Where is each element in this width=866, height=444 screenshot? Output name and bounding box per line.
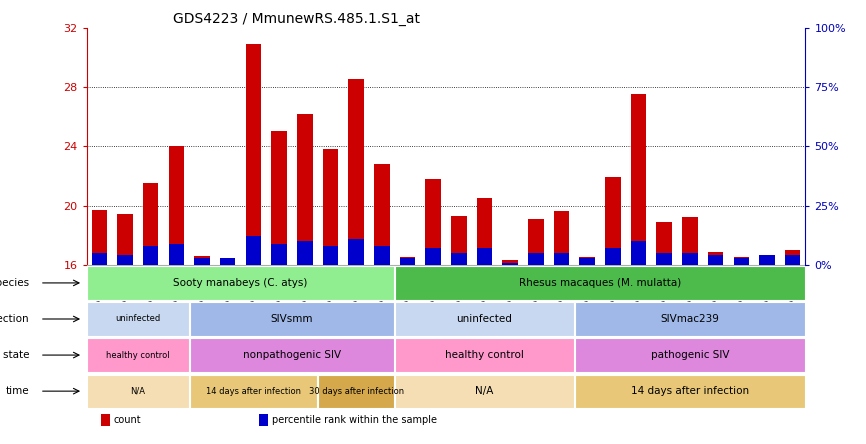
Bar bbox=[271, 131, 287, 265]
Bar bbox=[759, 258, 774, 265]
Text: infection: infection bbox=[0, 314, 29, 324]
Bar bbox=[759, 255, 774, 265]
Bar bbox=[297, 241, 313, 265]
Bar bbox=[118, 214, 132, 265]
Bar bbox=[575, 302, 805, 336]
Text: uninfected: uninfected bbox=[456, 314, 513, 324]
Bar bbox=[630, 94, 646, 265]
Bar bbox=[169, 146, 184, 265]
Bar bbox=[194, 256, 210, 265]
Bar bbox=[502, 262, 518, 265]
Bar bbox=[451, 253, 467, 265]
Text: Sooty manabeys (C. atys): Sooty manabeys (C. atys) bbox=[173, 278, 307, 288]
Bar bbox=[575, 338, 805, 372]
Text: healthy control: healthy control bbox=[107, 351, 170, 360]
Bar bbox=[400, 258, 415, 265]
Bar bbox=[630, 241, 646, 265]
Bar bbox=[271, 243, 287, 265]
Bar bbox=[656, 253, 672, 265]
Bar bbox=[118, 255, 132, 265]
Text: 30 days after infection: 30 days after infection bbox=[308, 387, 404, 396]
Bar bbox=[319, 375, 394, 408]
Bar bbox=[396, 375, 573, 408]
Bar bbox=[374, 164, 390, 265]
Bar bbox=[477, 248, 492, 265]
Bar bbox=[87, 338, 189, 372]
Bar bbox=[396, 302, 573, 336]
Bar bbox=[374, 246, 390, 265]
Bar bbox=[396, 338, 573, 372]
Bar bbox=[575, 375, 805, 408]
Text: 14 days after infection: 14 days after infection bbox=[206, 387, 301, 396]
Text: percentile rank within the sample: percentile rank within the sample bbox=[272, 415, 437, 425]
Text: N/A: N/A bbox=[131, 387, 145, 396]
Bar bbox=[708, 255, 723, 265]
Bar bbox=[400, 258, 415, 265]
Bar bbox=[220, 258, 236, 265]
Text: nonpathogenic SIV: nonpathogenic SIV bbox=[242, 350, 341, 360]
Bar bbox=[101, 414, 110, 426]
Bar bbox=[605, 177, 621, 265]
Bar bbox=[220, 261, 236, 265]
Bar bbox=[502, 261, 518, 265]
Bar bbox=[259, 414, 268, 426]
Text: species: species bbox=[0, 278, 29, 288]
Bar bbox=[143, 183, 158, 265]
Bar bbox=[246, 236, 262, 265]
Bar bbox=[348, 239, 364, 265]
Bar bbox=[528, 219, 544, 265]
Bar bbox=[682, 253, 697, 265]
Bar bbox=[87, 302, 189, 336]
Bar bbox=[92, 210, 107, 265]
Text: SIVmac239: SIVmac239 bbox=[661, 314, 720, 324]
Bar bbox=[194, 258, 210, 265]
Bar bbox=[579, 258, 595, 265]
Bar bbox=[477, 198, 492, 265]
Text: time: time bbox=[5, 386, 29, 396]
Bar bbox=[656, 222, 672, 265]
Bar bbox=[579, 258, 595, 265]
Bar bbox=[553, 253, 569, 265]
Bar bbox=[169, 243, 184, 265]
Bar bbox=[190, 302, 394, 336]
Bar bbox=[734, 258, 749, 265]
Bar bbox=[396, 266, 805, 300]
Bar bbox=[734, 258, 749, 265]
Text: uninfected: uninfected bbox=[115, 314, 160, 324]
Bar bbox=[425, 179, 441, 265]
Bar bbox=[785, 255, 800, 265]
Bar bbox=[425, 248, 441, 265]
Bar bbox=[246, 44, 262, 265]
Bar bbox=[348, 79, 364, 265]
Bar bbox=[87, 266, 394, 300]
Text: GDS4223 / MmunewRS.485.1.S1_at: GDS4223 / MmunewRS.485.1.S1_at bbox=[173, 12, 420, 26]
Bar bbox=[297, 114, 313, 265]
Bar bbox=[553, 211, 569, 265]
Bar bbox=[605, 248, 621, 265]
Bar bbox=[190, 375, 317, 408]
Text: N/A: N/A bbox=[475, 386, 494, 396]
Bar bbox=[708, 252, 723, 265]
Text: 14 days after infection: 14 days after infection bbox=[630, 386, 749, 396]
Bar bbox=[323, 246, 338, 265]
Text: pathogenic SIV: pathogenic SIV bbox=[650, 350, 729, 360]
Bar bbox=[87, 375, 189, 408]
Bar bbox=[143, 246, 158, 265]
Bar bbox=[785, 250, 800, 265]
Bar bbox=[190, 338, 394, 372]
Bar bbox=[451, 216, 467, 265]
Bar bbox=[682, 218, 697, 265]
Bar bbox=[323, 149, 338, 265]
Bar bbox=[528, 253, 544, 265]
Text: disease state: disease state bbox=[0, 350, 29, 360]
Text: healthy control: healthy control bbox=[445, 350, 524, 360]
Text: Rhesus macaques (M. mulatta): Rhesus macaques (M. mulatta) bbox=[519, 278, 682, 288]
Bar bbox=[92, 253, 107, 265]
Text: count: count bbox=[114, 415, 141, 425]
Text: SIVsmm: SIVsmm bbox=[271, 314, 313, 324]
